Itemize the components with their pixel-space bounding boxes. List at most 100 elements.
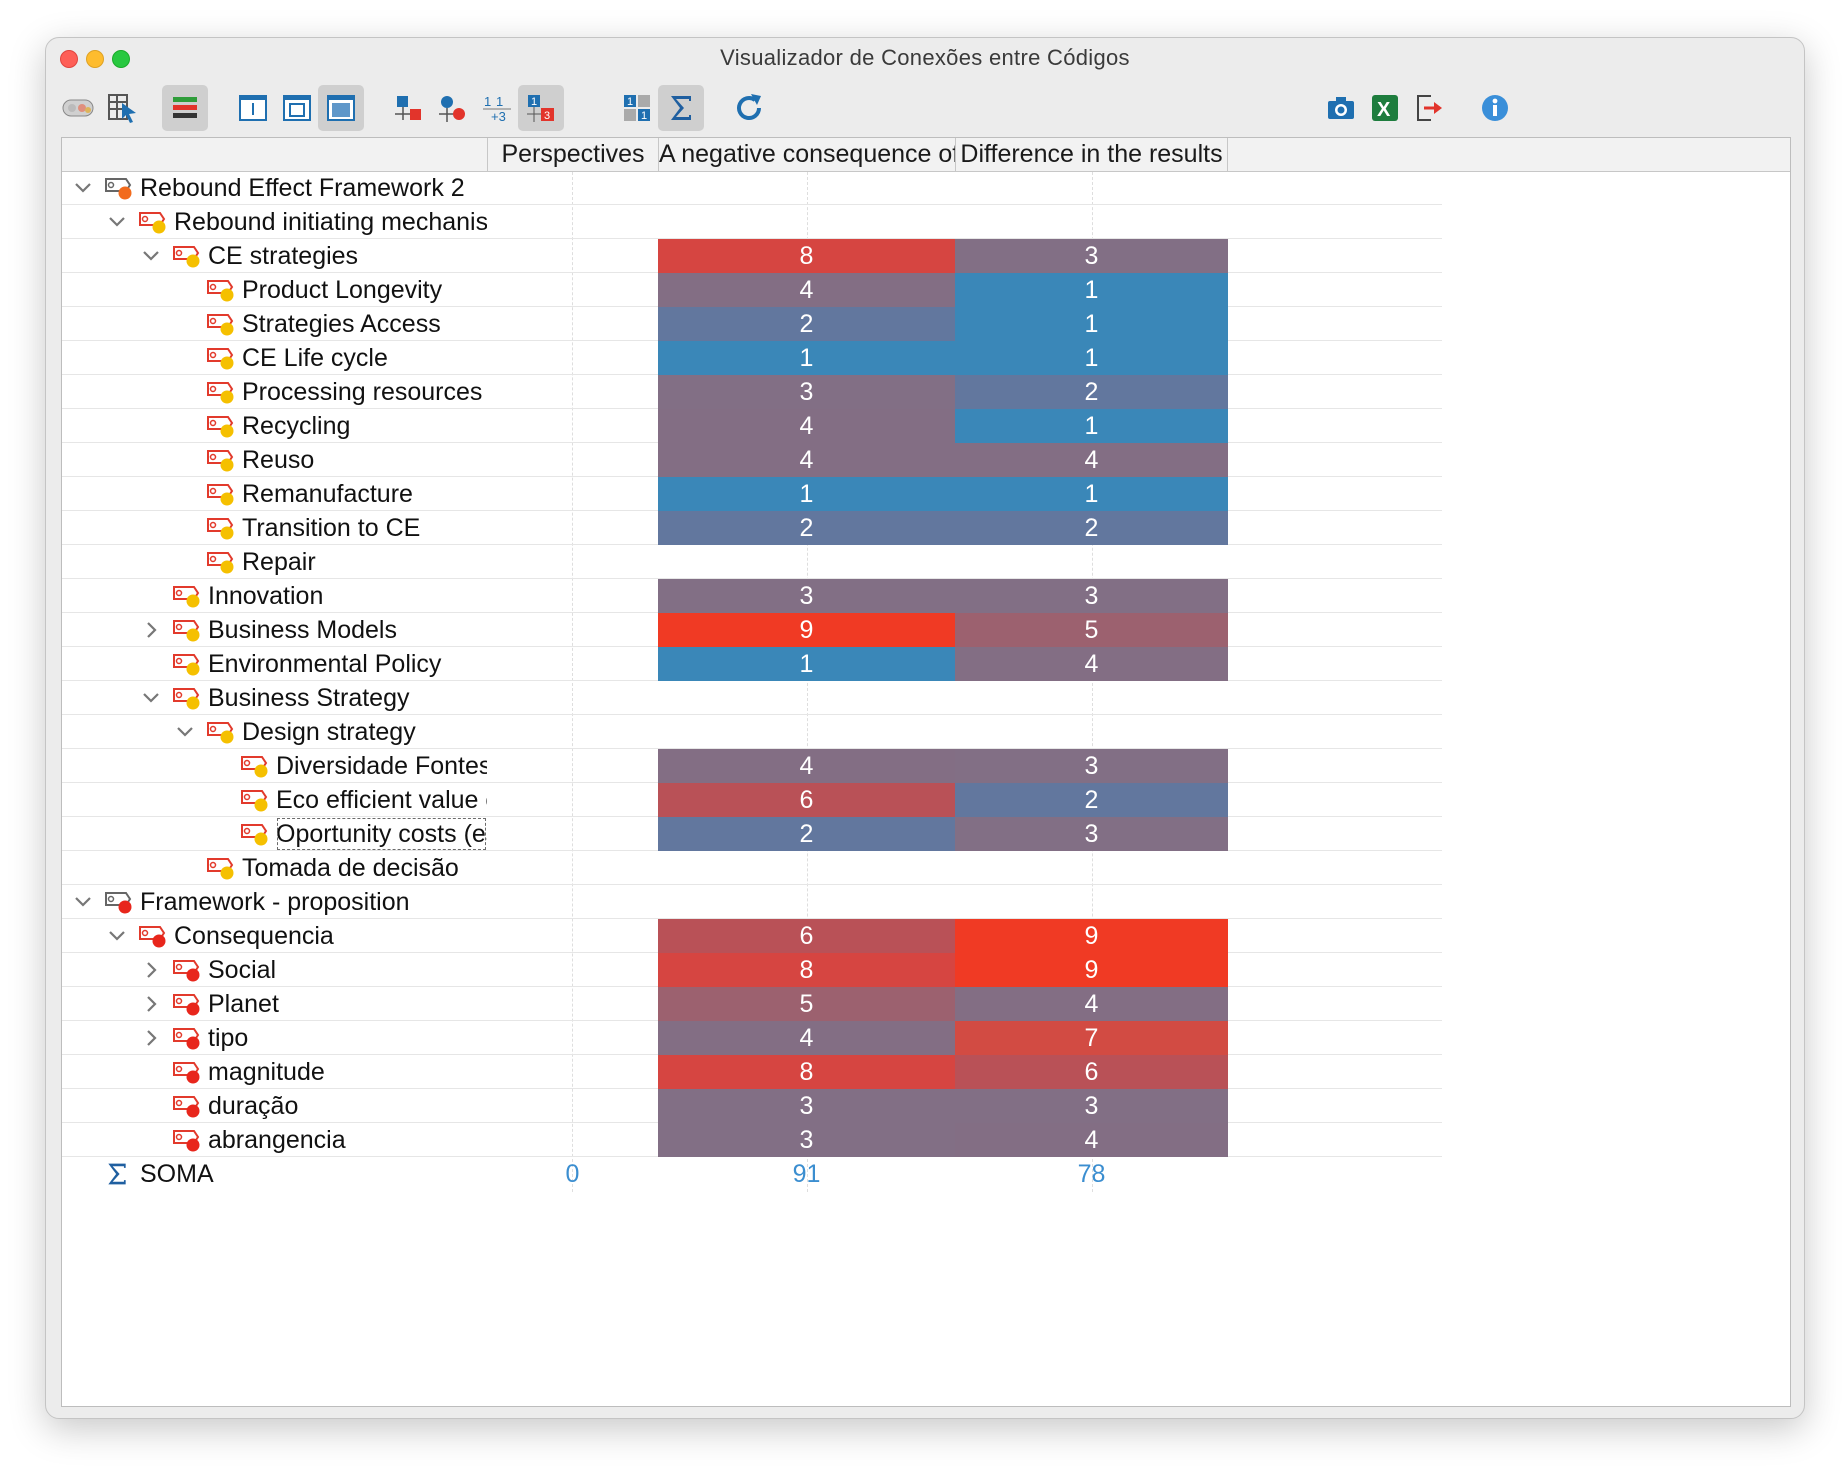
chevron-down-icon[interactable] [174,721,196,743]
cell-negative-consequence[interactable]: 4 [658,409,955,443]
tree-row[interactable]: Business Strategy [62,681,1442,715]
chevron-down-icon[interactable] [106,925,128,947]
cell-difference-results[interactable]: 4 [955,987,1228,1021]
tree-row[interactable]: Diversidade Fontes 4 3 [62,749,1442,783]
select-codes-button[interactable] [100,85,146,131]
tree-row[interactable]: magnitude 8 6 [62,1055,1442,1089]
close-window-button[interactable] [60,50,78,68]
tree-row[interactable]: Social 8 9 [62,953,1442,987]
tree-row[interactable]: Planet 5 4 [62,987,1442,1021]
code-label[interactable]: tipo [208,1024,249,1052]
cell-difference-results[interactable]: 2 [955,511,1228,545]
code-label[interactable]: CE Life cycle [242,344,388,372]
chevron-right-icon[interactable] [140,1027,162,1049]
tree-row[interactable]: Rebound initiating mechanisms [62,205,1442,239]
cell-negative-consequence[interactable]: 8 [658,953,955,987]
code-palette-button[interactable] [56,85,102,131]
chevron-down-icon[interactable] [72,177,94,199]
column-header-perspectives[interactable]: Perspectives [487,138,658,171]
cell-negative-consequence[interactable]: 1 [658,647,955,681]
square-nodes-button[interactable] [386,85,432,131]
tree-row[interactable]: CE Life cycle 1 1 [62,341,1442,375]
cell-difference-results[interactable]: 1 [955,273,1228,307]
code-label[interactable]: Innovation [208,582,324,610]
chevron-right-icon[interactable] [140,959,162,981]
minimize-window-button[interactable] [86,50,104,68]
tree-row[interactable]: Repair [62,545,1442,579]
tree-row[interactable]: duração 3 3 [62,1089,1442,1123]
tree-row[interactable]: CE strategies 8 3 [62,239,1442,273]
cell-negative-consequence[interactable]: 3 [658,375,955,409]
cell-difference-results[interactable]: 7 [955,1021,1228,1055]
cell-difference-results[interactable]: 4 [955,443,1228,477]
code-label[interactable]: Transition to CE [242,514,421,542]
code-label[interactable]: Reuso [242,446,315,474]
chevron-right-icon[interactable] [140,993,162,1015]
cell-difference-results[interactable]: 1 [955,341,1228,375]
snapshot-button[interactable] [1318,85,1364,131]
code-label[interactable]: Strategies Access [242,310,441,338]
chevron-right-icon[interactable] [140,619,162,641]
chevron-down-icon[interactable] [72,891,94,913]
code-label[interactable]: Repair [242,548,316,576]
cell-difference-results[interactable]: 3 [955,579,1228,613]
info-button[interactable] [1472,85,1518,131]
cell-difference-results[interactable]: 1 [955,409,1228,443]
cell-difference-results[interactable]: 2 [955,783,1228,817]
cell-difference-results[interactable]: 9 [955,919,1228,953]
cell-negative-consequence[interactable]: 6 [658,783,955,817]
tree-row[interactable]: Product Longevity 4 1 [62,273,1442,307]
code-label[interactable]: Processing resources [242,378,483,406]
cell-negative-consequence[interactable]: 4 [658,273,955,307]
code-label[interactable]: Environmental Policy [208,650,442,678]
tree-row[interactable]: Strategies Access 2 1 [62,307,1442,341]
cell-negative-consequence[interactable]: 3 [658,1123,955,1157]
tree-row[interactable]: Design strategy [62,715,1442,749]
tree-row[interactable]: Business Models 9 5 [62,613,1442,647]
tree-row[interactable]: Remanufacture 1 1 [62,477,1442,511]
cell-negative-consequence[interactable]: 1 [658,477,955,511]
cell-difference-results[interactable]: 1 [955,477,1228,511]
code-label[interactable]: abrangencia [208,1126,346,1154]
chevron-down-icon[interactable] [140,687,162,709]
cell-difference-results[interactable]: 3 [955,749,1228,783]
zoom-window-button[interactable] [112,50,130,68]
cell-negative-consequence[interactable]: 6 [658,919,955,953]
tree-row[interactable]: Recycling 4 1 [62,409,1442,443]
cell-difference-results[interactable]: 4 [955,1123,1228,1157]
tree-row[interactable]: Processing resources 3 2 [62,375,1442,409]
code-label[interactable]: Rebound initiating mechanisms [174,208,487,236]
code-label[interactable]: Design strategy [242,718,416,746]
chevron-down-icon[interactable] [106,211,128,233]
code-label[interactable]: duração [208,1092,299,1120]
cell-negative-consequence[interactable]: 2 [658,307,955,341]
tree-row[interactable]: Environmental Policy 1 4 [62,647,1442,681]
cell-negative-consequence[interactable]: 4 [658,749,955,783]
cell-negative-consequence[interactable]: 2 [658,817,955,851]
cell-negative-consequence[interactable]: 2 [658,511,955,545]
cell-negative-consequence[interactable]: 8 [658,1055,955,1089]
code-label[interactable]: Tomada de decisão [242,854,459,882]
code-label[interactable]: Oportunity costs (escolhas) [276,817,487,851]
layout-single-button[interactable] [230,85,276,131]
cell-difference-results[interactable]: 3 [955,1089,1228,1123]
code-label[interactable]: Product Longevity [242,276,443,304]
tree-row[interactable]: Rebound Effect Framework 2 [62,171,1442,205]
tree-row[interactable]: Eco efficient value creation 62 [62,783,1442,817]
code-label[interactable]: Social [208,956,277,984]
tree-row[interactable]: Oportunity costs (escolhas) 23 [62,817,1442,851]
code-label[interactable]: Eco efficient value creation [276,786,487,814]
tree-row[interactable]: Transition to CE 2 2 [62,511,1442,545]
column-header-negative-consequence[interactable]: A negative consequence of [658,138,955,171]
bars-view-button[interactable] [162,85,208,131]
tree-row[interactable]: Consequencia 6 9 [62,919,1442,953]
code-label[interactable]: Business Models [208,616,397,644]
cell-negative-consequence[interactable]: 9 [658,613,955,647]
code-label[interactable]: Rebound Effect Framework 2 [140,174,465,202]
code-label[interactable]: Framework - proposition [140,888,410,916]
tree-row[interactable]: Innovation 3 3 [62,579,1442,613]
cell-negative-consequence[interactable]: 1 [658,341,955,375]
cell-difference-results[interactable]: 3 [955,817,1228,851]
